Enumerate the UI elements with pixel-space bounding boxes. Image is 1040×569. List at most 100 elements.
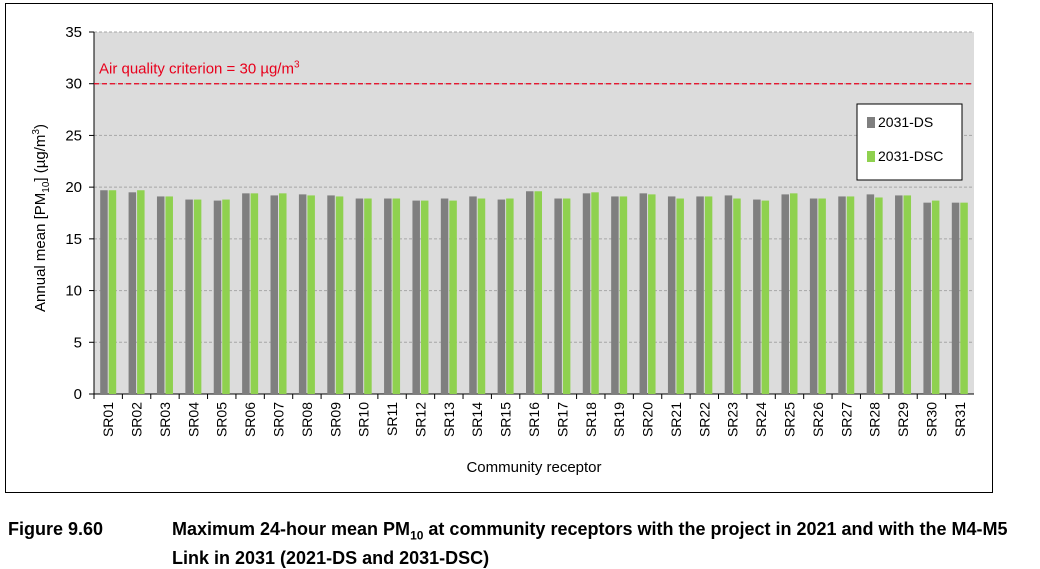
x-tick-label: SR07 (271, 402, 287, 437)
bar-2031-ds-sr02 (128, 192, 137, 394)
x-tick-label: SR14 (469, 402, 485, 437)
legend-box (856, 103, 963, 181)
x-tick-label: SR06 (242, 402, 258, 437)
bar-2031-dsc-sr03 (165, 196, 173, 394)
bar-2031-dsc-sr10 (364, 198, 372, 394)
x-tick-label: SR15 (498, 402, 514, 437)
bar-2031-dsc-sr14 (477, 198, 486, 394)
bar-2031-dsc-sr16 (534, 191, 542, 394)
x-tick-label: SR20 (640, 402, 656, 437)
bar-2031-ds-sr18 (582, 193, 591, 394)
bar-2031-dsc-sr15 (506, 198, 514, 394)
x-tick-label: SR05 (214, 402, 230, 437)
bar-2031-ds-sr29 (895, 195, 903, 394)
bar-2031-ds-sr08 (298, 194, 307, 394)
bar-2031-ds-sr15 (497, 199, 506, 394)
y-tick-label: 0 (74, 386, 82, 403)
legend-label-2031-ds: 2031-DS (878, 114, 933, 130)
bar-2031-dsc-sr07 (279, 193, 287, 394)
x-tick-label: SR12 (412, 402, 428, 437)
bar-2031-dsc-sr01 (108, 190, 117, 394)
bar-2031-dsc-sr25 (789, 193, 798, 394)
plot-area (94, 32, 974, 394)
bar-2031-ds-sr03 (156, 196, 165, 394)
bar-2031-ds-sr05 (213, 200, 222, 394)
bar-2031-ds-sr16 (526, 191, 534, 394)
x-tick-label: SR31 (952, 402, 968, 437)
bar-2031-dsc-sr21 (676, 198, 684, 394)
x-tick-label: SR04 (185, 402, 201, 437)
x-tick-label: SR28 (867, 402, 883, 437)
bar-2031-ds-sr04 (185, 199, 193, 394)
chart-frame: 0 5 10 15 20 25 30 35 SR01 SR02 SR03 SR04 SR05 SR06 SR… (5, 3, 993, 493)
bar-2031-dsc-sr28 (875, 197, 883, 394)
x-tick-label: SR08 (299, 402, 315, 437)
x-tick-label: SR23 (725, 402, 741, 437)
x-tick-label: SR26 (810, 402, 826, 437)
bar-2031-ds-sr09 (327, 195, 335, 394)
bar-chart: 0 5 10 15 20 25 30 35 SR01 SR02 SR03 SR04 SR05 SR06 SR… (31, 24, 974, 476)
bar-2031-ds-sr12 (412, 200, 420, 394)
figure-title-prefix: Maximum 24-hour mean PM (172, 519, 411, 539)
bar-2031-dsc-sr05 (222, 199, 230, 394)
bar-2031-ds-sr21 (667, 196, 676, 394)
x-tick-label: SR29 (895, 402, 911, 437)
x-tick-label: SR13 (441, 402, 457, 437)
figure-title-suffix: at community receptors with the project … (172, 519, 1008, 568)
y-tick-label: 25 (65, 127, 82, 144)
bar-2031-ds-sr26 (809, 198, 818, 394)
bar-2031-dsc-sr18 (591, 192, 599, 394)
bar-2031-ds-sr01 (100, 190, 108, 394)
x-tick-label: SR24 (753, 402, 769, 437)
x-tick-label: SR01 (100, 402, 116, 437)
bar-2031-dsc-sr17 (562, 198, 571, 394)
bar-2031-ds-sr06 (242, 193, 250, 394)
bar-2031-ds-sr17 (554, 198, 562, 394)
bar-2031-dsc-sr30 (931, 200, 940, 394)
bar-2031-ds-sr23 (724, 195, 733, 394)
x-tick-label: SR11 (384, 402, 400, 436)
bar-2031-dsc-sr23 (733, 198, 741, 394)
x-tick-label: SR03 (157, 402, 173, 437)
y-tick-label: 15 (65, 231, 82, 248)
bar-2031-ds-sr24 (753, 199, 761, 394)
bar-2031-dsc-sr06 (250, 193, 259, 394)
y-tick-label: 10 (65, 283, 82, 300)
bar-2031-dsc-sr31 (960, 202, 968, 394)
bar-2031-ds-sr19 (611, 196, 619, 394)
figure-title: Maximum 24-hour mean PM10 at community r… (172, 518, 1038, 569)
bar-2031-ds-sr22 (696, 196, 704, 394)
y-tick-label: 35 (65, 24, 82, 41)
bar-2031-ds-sr28 (866, 194, 875, 394)
y-axis-label: Annual mean [PM10] (µg/m3) (31, 124, 52, 312)
bar-2031-dsc-sr08 (307, 195, 315, 394)
legend-swatch-2031-dsc (867, 151, 875, 162)
y-tick-label: 5 (74, 334, 82, 351)
x-tick-label: SR02 (129, 402, 145, 437)
bar-2031-dsc-sr22 (704, 196, 713, 394)
x-tick-label: SR25 (781, 402, 797, 437)
x-tick-label: SR21 (668, 402, 684, 437)
criterion-label: Air quality criterion = 30 µg/m3 (99, 60, 300, 78)
bar-2031-dsc-sr02 (137, 190, 145, 394)
x-tick-label: SR16 (526, 402, 542, 437)
bar-2031-dsc-sr27 (846, 196, 855, 394)
bar-2031-dsc-sr29 (903, 195, 912, 394)
bar-2031-ds-sr20 (639, 193, 648, 394)
bar-2031-ds-sr31 (951, 202, 960, 394)
bar-2031-ds-sr30 (923, 202, 931, 394)
x-tick-label: SR30 (923, 402, 939, 437)
figure-title-subscript: 10 (410, 528, 424, 543)
x-tick-label: SR22 (696, 402, 712, 437)
y-tick-label: 30 (65, 76, 82, 93)
bar-2031-dsc-sr19 (619, 196, 628, 394)
x-axis-label: Community receptor (466, 459, 601, 476)
x-tick-label: SR10 (356, 402, 372, 437)
bar-2031-dsc-sr09 (335, 196, 344, 394)
legend-swatch-2031-ds (867, 117, 875, 128)
x-tick-label: SR17 (554, 402, 570, 437)
x-tick-label: SR09 (327, 402, 343, 437)
bar-2031-ds-sr13 (440, 198, 449, 394)
bar-2031-ds-sr27 (838, 196, 846, 394)
bar-2031-dsc-sr24 (761, 200, 770, 394)
